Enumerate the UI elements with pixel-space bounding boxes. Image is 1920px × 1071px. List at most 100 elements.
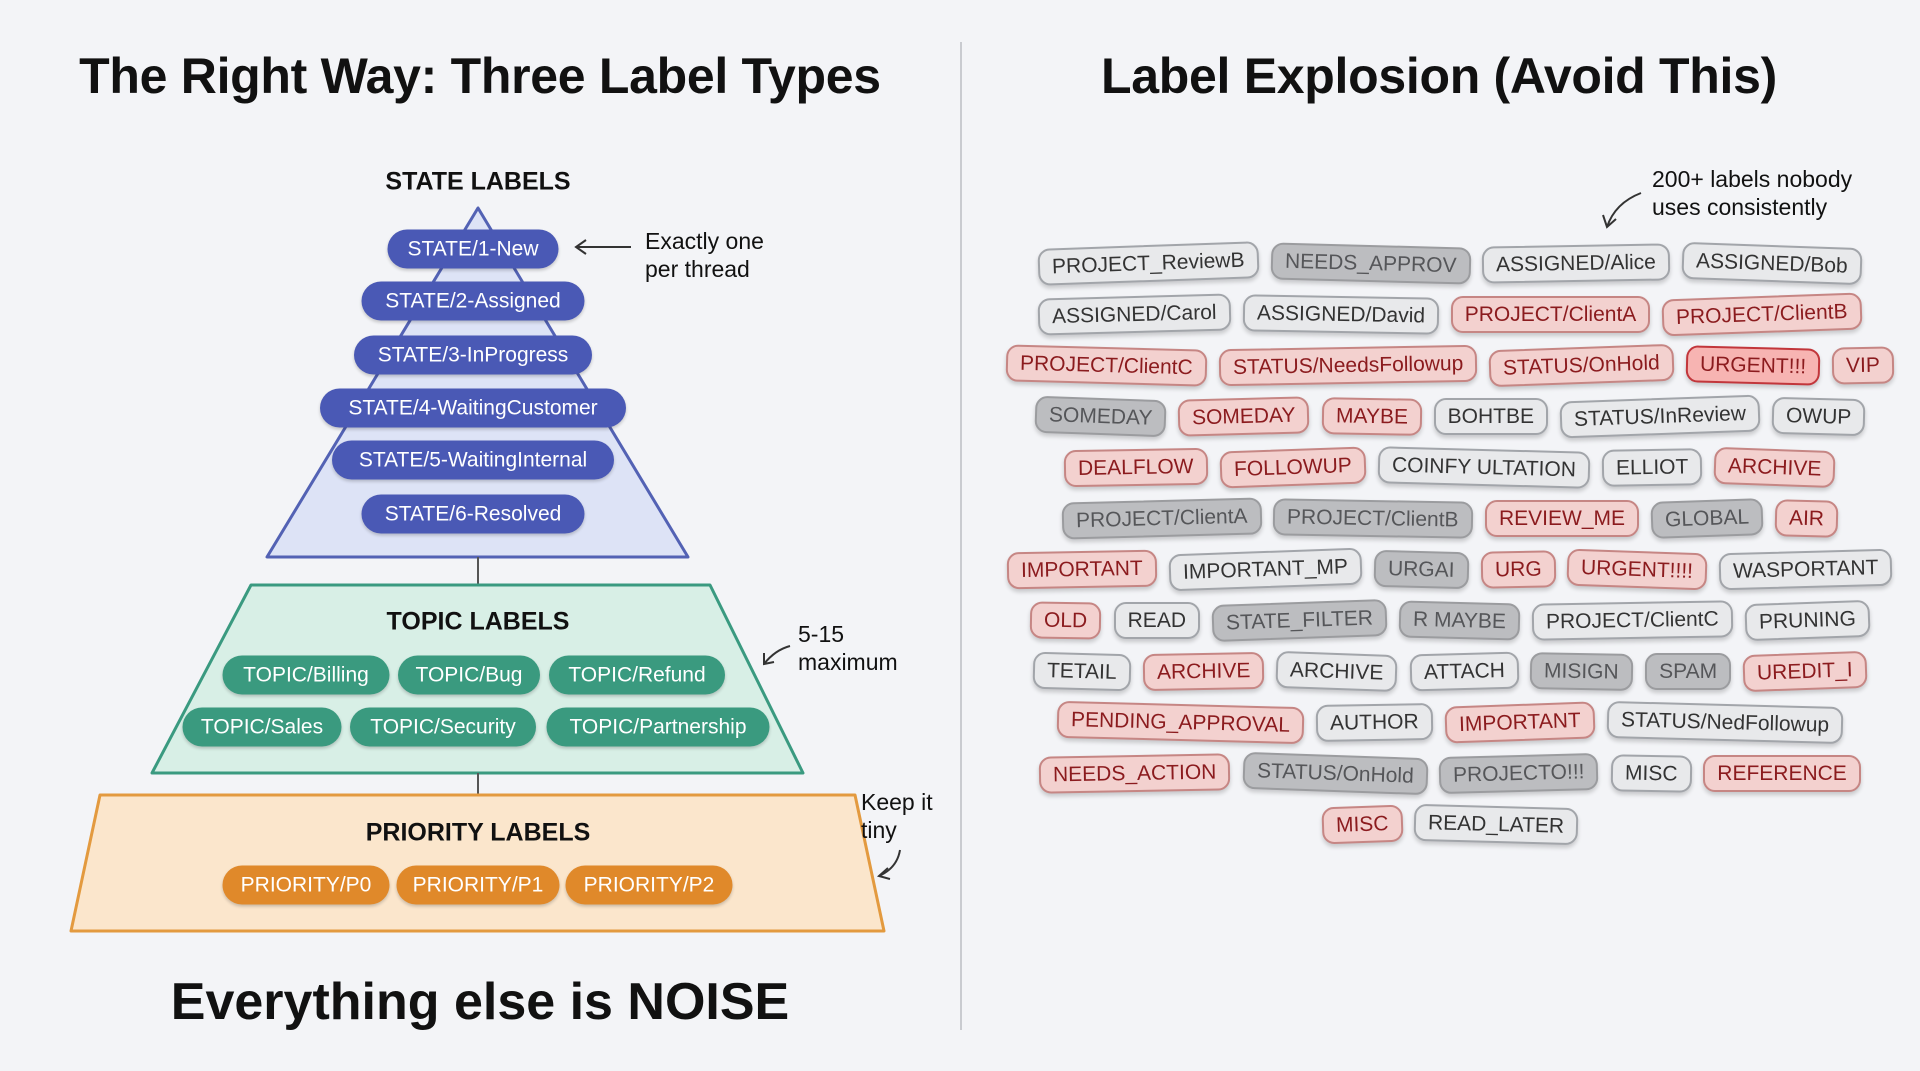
label-chip: ATTACH: [1409, 651, 1519, 692]
label-chip: READ: [1113, 602, 1200, 639]
state-label-pill: STATE/4-WaitingCustomer: [320, 388, 626, 428]
topic-label-pill: TOPIC/Partnership: [546, 707, 770, 747]
label-chip: OLD: [1030, 601, 1102, 640]
label-chip: PROJECT/ClientA: [1061, 497, 1262, 540]
topic-label-pill: TOPIC/Sales: [182, 707, 342, 747]
note-line: per thread: [645, 256, 750, 282]
label-chip: FOLLOWUP: [1219, 446, 1367, 489]
label-chip: MISC: [1610, 754, 1692, 793]
label-chip: URGENT!!!: [1685, 345, 1821, 386]
label-chip: PROJECT/ClientC: [1531, 600, 1734, 641]
label-chip: NEEDS_ACTION: [1038, 753, 1231, 794]
label-explosion-cloud: PROJECT_ReviewB NEEDS_APPROV ASSIGNED/Alic…: [1000, 241, 1900, 846]
state-label-pill: STATE/1-New: [387, 229, 559, 269]
topic-heading: TOPIC LABELS: [386, 607, 570, 636]
label-chip: SPAM: [1645, 653, 1732, 690]
note-line: maximum: [798, 649, 898, 675]
label-chip: IMPORTANT_MP: [1168, 547, 1363, 592]
state-label-pill: STATE/6-Resolved: [361, 494, 585, 534]
label-chip: PROJECT/ClientB: [1661, 292, 1863, 337]
label-chip: TETAIL: [1032, 651, 1132, 692]
label-chip: URGAI: [1373, 549, 1469, 590]
label-chip: PROJECT/ClientA: [1450, 296, 1651, 333]
label-chip: IMPORTANT: [1007, 549, 1158, 590]
priority-heading: PRIORITY LABELS: [365, 818, 591, 847]
explosion-note: 200+ labels nobody uses consistently: [1652, 165, 1852, 221]
arrow-icon: [876, 849, 901, 880]
divider: [960, 42, 962, 1030]
label-chip: UREDIT_I: [1742, 650, 1868, 693]
label-chip: WASPORTANT: [1718, 548, 1894, 591]
note-line: Keep it: [861, 789, 933, 815]
note-line: tiny: [861, 817, 897, 843]
label-chip: ASSIGNED/Alice: [1481, 243, 1671, 284]
label-chip: OWUP: [1771, 396, 1866, 437]
state-note: Exactly one per thread: [645, 227, 764, 283]
label-chip: STATE_FILTER: [1211, 598, 1388, 643]
label-chip: PRUNING: [1744, 599, 1871, 642]
label-chip: ARCHIVE: [1142, 651, 1265, 692]
label-chip: R MAYBE: [1398, 600, 1521, 641]
topic-label-pill: TOPIC/Security: [350, 707, 536, 747]
label-chip: AUTHOR: [1315, 702, 1434, 743]
label-chip: MAYBE: [1321, 397, 1422, 436]
priority-trapezoid: [69, 793, 886, 933]
label-chip: URGENT!!!!: [1566, 548, 1708, 591]
label-chip: STATUS/InReview: [1559, 394, 1761, 439]
label-chip: ARCHIVE: [1275, 650, 1399, 693]
note-line: Exactly one: [645, 228, 764, 254]
state-heading: STATE LABELS: [385, 167, 571, 196]
label-chip: STATUS/NedFollowup: [1606, 700, 1844, 745]
label-chip: REFERENCE: [1703, 755, 1861, 792]
priority-label-pill: PRIORITY/P0: [222, 865, 390, 905]
topic-note: 5-15 maximum: [798, 620, 898, 676]
priority-label-pill: PRIORITY/P1: [396, 865, 560, 905]
left-title: The Right Way: Three Label Types: [79, 48, 881, 104]
label-chip: ASSIGNED/Carol: [1037, 293, 1232, 336]
label-chip: STATUS/NeedsFollowup: [1218, 344, 1478, 387]
label-chip: SOMEDAY: [1177, 396, 1311, 437]
pyramid-shapes: [69, 206, 901, 933]
label-chip: NEEDS_APPROV: [1270, 242, 1471, 285]
note-line: 5-15: [798, 621, 845, 647]
label-chip: ASSIGNED/Bob: [1681, 241, 1863, 286]
note-line: uses consistently: [1652, 194, 1828, 220]
label-chip: VIP: [1831, 346, 1895, 385]
label-chip: ARCHIVE: [1713, 446, 1837, 489]
topic-label-pill: TOPIC/Billing: [222, 655, 390, 695]
label-chip: AIR: [1774, 499, 1839, 538]
label-chip: ASSIGNED/David: [1242, 294, 1440, 335]
state-label-pill: STATE/3-InProgress: [354, 335, 592, 375]
label-chip: MISC: [1321, 804, 1403, 845]
topic-label-pill: TOPIC/Bug: [398, 655, 540, 695]
label-chip: PROJECT/ClientC: [1005, 344, 1208, 387]
priority-label-pill: PRIORITY/P2: [565, 865, 733, 905]
label-chip: PROJECT_ReviewB: [1037, 241, 1260, 286]
arrow-icon: [574, 239, 631, 255]
label-chip: READ_LATER: [1413, 803, 1579, 846]
label-chip: STATUS/OnHold: [1241, 751, 1428, 796]
note-line: 200+ labels nobody: [1652, 166, 1853, 192]
arrow-icon: [1602, 192, 1642, 229]
label-chip: PROJECT/ClientB: [1273, 498, 1474, 539]
footer-noise-text: Everything else is NOISE: [170, 973, 790, 1031]
label-chip: MISIGN: [1530, 652, 1634, 691]
label-chip: DEALFLOW: [1064, 447, 1209, 488]
label-chip: SOMEDAY: [1034, 395, 1167, 438]
topic-label-pill: TOPIC/Refund: [549, 655, 725, 695]
label-chip: REVIEW_ME: [1485, 500, 1640, 537]
label-chip: URG: [1480, 550, 1556, 589]
state-label-pill: STATE/5-WaitingInternal: [332, 440, 614, 480]
label-chip: BOHTBE: [1433, 398, 1548, 435]
arrow-icon: [763, 645, 791, 666]
label-chip: GLOBAL: [1650, 498, 1764, 539]
priority-note: Keep it tiny: [861, 788, 933, 844]
label-chip: PENDING_APPROVAL: [1056, 700, 1305, 745]
right-title: Label Explosion (Avoid This): [1101, 48, 1777, 104]
label-chip: COINFY ULTATION: [1377, 446, 1591, 489]
label-chip: STATUS/OnHold: [1488, 343, 1675, 388]
state-label-pill: STATE/2-Assigned: [361, 281, 585, 321]
label-chip: PROJECTO!!!: [1438, 752, 1600, 795]
label-chip: IMPORTANT: [1444, 701, 1596, 744]
label-chip: ELLIOT: [1601, 448, 1703, 487]
